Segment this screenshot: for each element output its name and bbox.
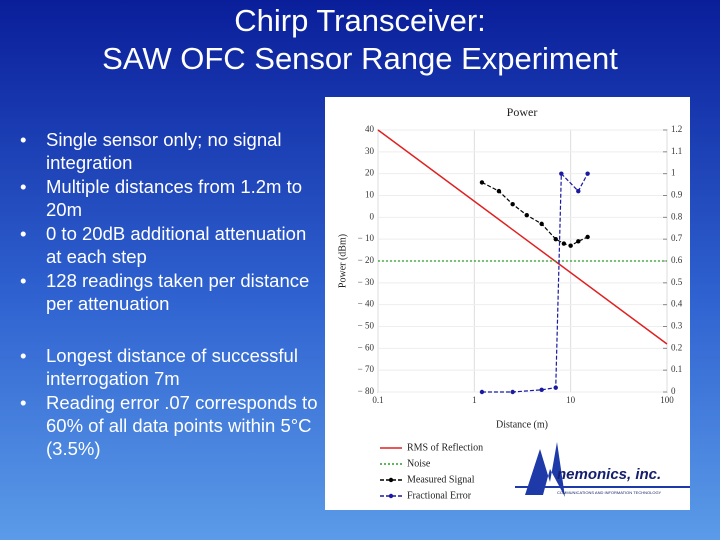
logo-name: nemonics, inc. [557,466,661,483]
y-tick-label: − 60 [358,342,375,352]
y-tick-label: 30 [365,146,375,156]
data-point [510,389,515,395]
x-tick-label: 1 [472,395,477,405]
x-tick-label: 10 [566,395,576,405]
data-point [510,202,515,207]
legend-marker [388,477,394,483]
legend-label: Measured Signal [407,474,475,485]
y-tick-label: − 20 [358,255,375,265]
y-tick-label: − 40 [358,299,375,309]
title-line: Chirp Transceiver: [234,3,486,38]
data-point [539,387,544,393]
y2-tick-label: 0.1 [671,364,682,374]
y-tick-label: 20 [365,168,375,178]
y2-tick-label: 0.2 [671,342,682,352]
legend-label: Fractional Error [407,490,472,501]
bullet: Reading error .07 corresponds to 60% of … [18,391,318,460]
chart-title: Power [507,105,538,119]
y2-tick-label: 0.3 [671,321,683,331]
x-tick-label: 100 [660,395,674,405]
bullet-list: Single sensor only; no signal integratio… [18,128,318,316]
y-tick-label: − 10 [358,233,375,243]
data-point [585,234,590,240]
bullet-list: Longest distance of successful interroga… [18,344,318,461]
data-point [576,188,581,194]
legend-marker [388,493,394,499]
y-tick-label: − 50 [358,321,375,331]
series-line [481,181,588,247]
y2-tick-label: 1.2 [671,124,682,134]
bullet: Multiple distances from 1.2m to 20m [18,175,318,221]
x-tick-label: 0.1 [372,395,383,405]
y2-tick-label: 1.1 [671,146,682,156]
logo-tagline: COMMUNICATIONS AND INFORMATION TECHNOLOG… [557,490,662,495]
y-tick-label: − 30 [358,277,375,287]
y2-tick-label: 0.4 [671,299,683,309]
title-line: SAW OFC Sensor Range Experiment [102,41,618,76]
slide-title: Chirp Transceiver: SAW OFC Sensor Range … [0,2,720,78]
data-point [585,171,590,176]
y-tick-label: 40 [365,124,375,134]
bullet: Longest distance of successful interroga… [18,344,318,390]
y2-tick-label: 0.6 [671,255,683,265]
logo-mark [525,442,565,497]
y2-tick-label: 0.8 [671,211,683,221]
data-point [524,212,529,218]
bullet: 128 readings taken per distance per atte… [18,269,318,315]
data-point [496,188,502,194]
y2-tick-label: 0.7 [671,233,683,243]
data-point [559,171,564,176]
series-line [377,129,668,345]
legend-label: RMS of Reflection [407,442,483,453]
y-tick-label: − 70 [358,364,375,374]
y2-tick-label: 0.5 [671,277,683,287]
y-tick-label: − 80 [358,386,375,396]
data-point [568,243,573,248]
x-axis-label: Distance (m) [496,419,548,430]
bullet: 0 to 20dB additional attenuation at each… [18,222,318,268]
data-point [479,389,485,395]
y-tick-label: 10 [365,190,375,200]
data-point [553,236,558,242]
data-point [479,180,485,185]
y2-tick-label: 1 [671,168,676,178]
data-point [553,385,558,390]
y2-tick-label: 0 [671,386,676,396]
y-tick-label: 0 [370,211,375,221]
logo: nemonics, inc. COMMUNICATIONS AND INFORM… [515,442,690,497]
y2-tick-label: 0.9 [671,190,683,200]
data-point [576,239,581,244]
chart: Power Distance (m) Power (dBm) nemonics,… [325,97,690,510]
y-axis-label: Power (dBm) [337,234,348,288]
bullet: Single sensor only; no signal integratio… [18,128,318,174]
data-point [539,221,544,227]
data-point [561,241,567,246]
legend-label: Noise [407,458,431,469]
